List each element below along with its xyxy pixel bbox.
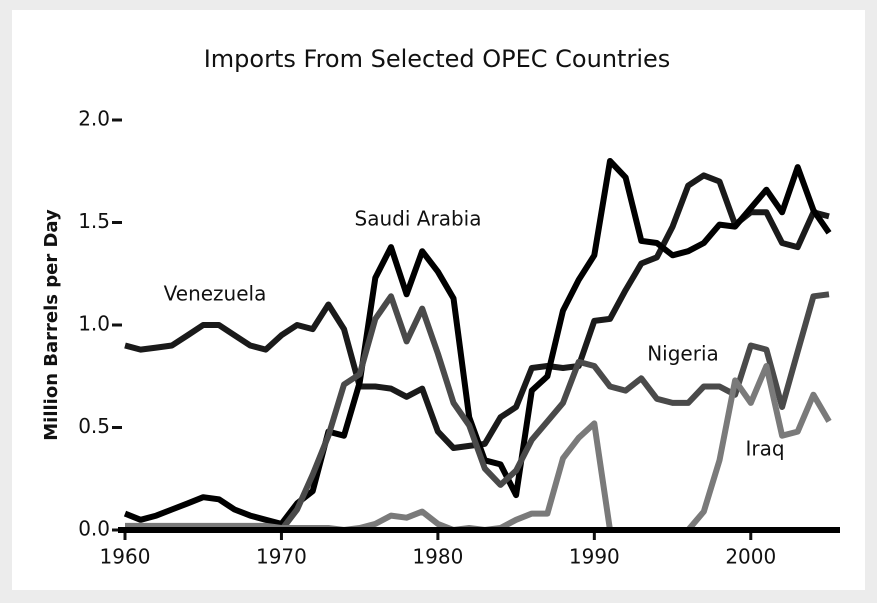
series-label: Iraq (745, 437, 784, 461)
x-tick-label: 1960 (100, 545, 151, 569)
y-tick-label: 1.0 (78, 312, 110, 336)
panel (12, 10, 865, 590)
x-tick-label: 1980 (412, 545, 463, 569)
series-label: Venezuela (164, 282, 267, 306)
x-tick-label: 2000 (725, 545, 776, 569)
y-tick-label: 0.5 (78, 414, 110, 438)
series-label: Saudi Arabia (355, 207, 482, 231)
y-axis-label: Million Barrels per Day (41, 209, 62, 441)
series-label: Nigeria (647, 342, 719, 366)
y-tick-label: 2.0 (78, 107, 110, 131)
chart-title: Imports From Selected OPEC Countries (204, 45, 671, 73)
x-tick-label: 1970 (256, 545, 307, 569)
y-tick-label: 1.5 (78, 209, 110, 233)
x-tick-label: 1990 (569, 545, 620, 569)
y-tick-label: 0.0 (78, 517, 110, 541)
